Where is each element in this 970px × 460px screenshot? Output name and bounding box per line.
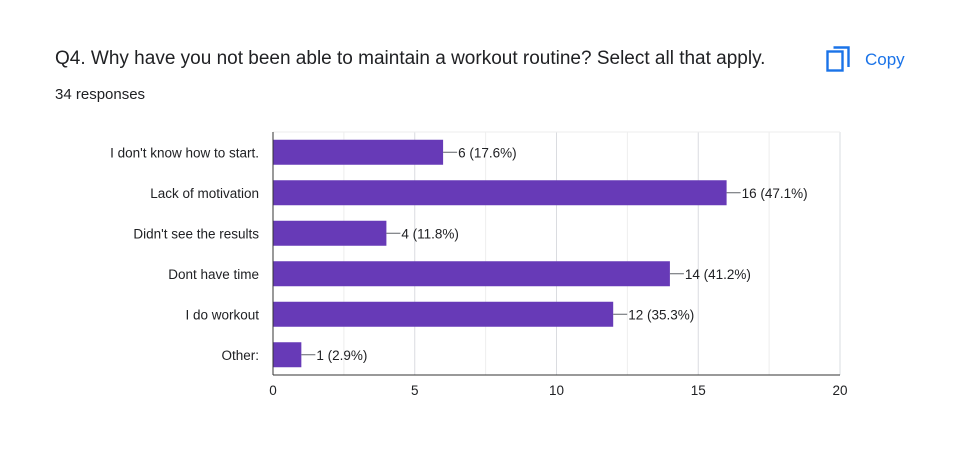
data-label: 6 (17.6%) bbox=[458, 145, 517, 160]
labels: I don't know how to start. 6 (17.6%) Lack … bbox=[110, 145, 847, 398]
x-tick-label: 15 bbox=[691, 383, 706, 398]
data-label: 4 (11.8%) bbox=[401, 226, 459, 241]
bar[interactable] bbox=[273, 342, 302, 368]
category-label: Dont have time bbox=[168, 267, 259, 282]
category-label: Didn't see the results bbox=[133, 226, 259, 241]
data-label: 1 (2.9%) bbox=[316, 348, 367, 363]
x-tick-label: 20 bbox=[832, 383, 847, 398]
x-tick-label: 0 bbox=[269, 383, 277, 398]
data-label: 16 (47.1%) bbox=[742, 186, 808, 201]
category-label: I do workout bbox=[185, 307, 259, 322]
category-label: I don't know how to start. bbox=[110, 145, 259, 160]
bars bbox=[273, 139, 727, 368]
data-label: 14 (41.2%) bbox=[685, 267, 751, 282]
bar[interactable] bbox=[273, 261, 670, 287]
x-tick-label: 10 bbox=[549, 383, 564, 398]
category-label: Other: bbox=[221, 348, 259, 363]
bar[interactable] bbox=[273, 220, 387, 246]
bar[interactable] bbox=[273, 301, 614, 327]
copy-label: Copy bbox=[865, 50, 905, 69]
axes bbox=[272, 132, 840, 376]
question-title: Q4. Why have you not been able to mainta… bbox=[55, 48, 766, 69]
x-tick-label: 5 bbox=[411, 383, 419, 398]
category-label: Lack of motivation bbox=[150, 186, 259, 201]
copy-icon bbox=[826, 46, 850, 72]
grid-lines bbox=[272, 131, 841, 375]
bar[interactable] bbox=[273, 180, 727, 206]
response-count: 34 responses bbox=[55, 86, 146, 103]
data-label: 12 (35.3%) bbox=[628, 307, 694, 322]
bar[interactable] bbox=[273, 139, 444, 165]
copy-button[interactable]: Copy bbox=[826, 44, 905, 76]
